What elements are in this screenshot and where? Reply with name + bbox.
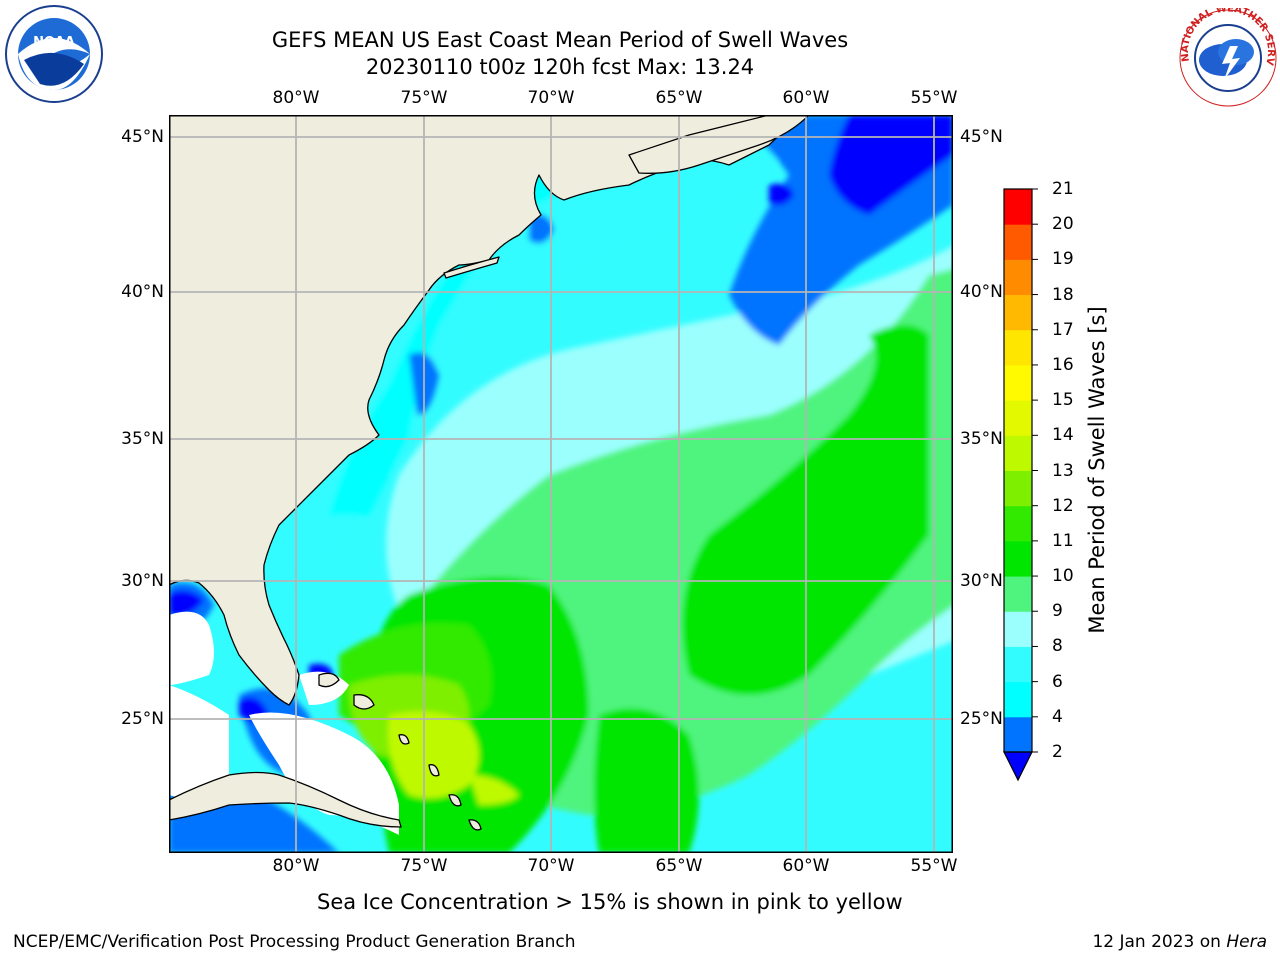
lon-label: 55°W [910, 88, 958, 108]
nws-logo: NATIONAL WEATHER SERVICE [1178, 8, 1277, 107]
lon-label: 60°W [782, 856, 830, 876]
chart-subtitle: 20230110 t00z 120h fcst Max: 13.24 [365, 55, 755, 79]
lat-label: 45°N [121, 127, 164, 147]
lon-label: 75°W [400, 88, 448, 108]
field-2-4s [529, 214, 554, 244]
colorbar-tick-label: 6 [1052, 671, 1063, 692]
lat-label: 35°N [960, 429, 1003, 449]
colorbar-tick-label: 16 [1052, 354, 1074, 375]
colorbar-tick-label: 2 [1052, 742, 1063, 762]
lat-label: 45°N [960, 127, 1003, 147]
field-10-11s [594, 708, 699, 853]
lat-label: 40°N [121, 282, 164, 302]
sea-ice-note: Sea Ice Concentration > 15% is shown in … [317, 890, 903, 914]
lat-label: 25°N [960, 709, 1003, 729]
colorbar-tick-label: 19 [1052, 249, 1074, 270]
colorbar-tick-label: 12 [1052, 495, 1074, 516]
coastline-long-island [443, 256, 500, 279]
colorbar-ticks [1032, 188, 1038, 753]
coastline-bahamas [428, 764, 440, 777]
footer-date-text: 12 Jan 2023 on [1092, 932, 1227, 952]
land [169, 115, 810, 831]
colorbar-tick-label: 18 [1052, 284, 1074, 305]
colorbar-band [1004, 646, 1032, 683]
colorbar-band [1004, 294, 1032, 331]
colorbar-tick-label: 20 [1052, 214, 1074, 235]
field-under-2s [829, 115, 953, 215]
coastline-bahamas [353, 694, 375, 710]
noaa-logo: NOAA [5, 5, 103, 103]
lon-label: 75°W [400, 856, 448, 876]
coastline-bahamas [448, 794, 462, 807]
lon-label: 65°W [655, 856, 703, 876]
colorbar-band [1004, 400, 1032, 436]
colorbar-band [1004, 681, 1032, 718]
colorbar-band [1004, 329, 1032, 366]
coastline-cuba [169, 771, 402, 828]
colorbar-tick-label: 10 [1052, 566, 1074, 587]
footer-host: Hera [1226, 932, 1267, 952]
coastline-nova-scotia [628, 115, 810, 174]
coastline-north-america [169, 115, 810, 706]
swell-period-map [169, 115, 953, 853]
lon-label: 70°W [527, 856, 575, 876]
footer-date: 12 Jan 2023 on Hera [1092, 932, 1267, 952]
colorbar-tick-label: 4 [1052, 706, 1063, 727]
colorbar-band [1004, 435, 1032, 471]
chart-title: GEFS MEAN US East Coast Mean Period of S… [271, 28, 849, 52]
field-under-2s [769, 183, 794, 206]
field-13-14s [388, 711, 479, 799]
coastline-bahamas [398, 734, 410, 745]
colorbar-band [1004, 224, 1032, 260]
colorbar-tick-label: 13 [1052, 460, 1074, 481]
colorbar-bands [1004, 189, 1032, 753]
colorbar-title: Mean Period of Swell Waves [s] [1085, 306, 1109, 634]
colorbar [1003, 188, 1038, 782]
colorbar-extend-under [1003, 751, 1033, 782]
footer-credit: NCEP/EMC/Verification Post Processing Pr… [13, 932, 576, 952]
colorbar-tick-label: 15 [1052, 390, 1074, 411]
lon-label: 80°W [272, 856, 320, 876]
coastline-bahamas [468, 819, 482, 831]
colorbar-tick-label: 9 [1052, 601, 1063, 622]
lat-label: 30°N [960, 571, 1003, 591]
field-under-2s [169, 590, 204, 616]
graticule [169, 115, 953, 853]
lat-label: 40°N [960, 282, 1003, 302]
coastline-bahamas [318, 672, 340, 688]
lon-label: 65°W [655, 88, 703, 108]
lat-label: 35°N [121, 429, 164, 449]
colorbar-band [1004, 364, 1032, 401]
colorbar-tick-label: 21 [1052, 179, 1074, 199]
colorbar-band [1004, 540, 1032, 577]
lon-label: 80°W [272, 88, 320, 108]
colorbar-tick-label: 17 [1052, 319, 1074, 340]
colorbar-band [1004, 189, 1032, 225]
no-data-areas [169, 611, 399, 835]
lat-label: 30°N [121, 571, 164, 591]
colorbar-tick-label: 14 [1052, 425, 1074, 446]
colorbar-band [1004, 505, 1032, 542]
lat-label: 25°N [121, 709, 164, 729]
colorbar-band [1004, 576, 1032, 612]
field-13-14s [469, 775, 519, 805]
colorbar-band [1004, 259, 1032, 296]
colorbar-tick-label: 11 [1052, 530, 1074, 551]
lon-label: 55°W [910, 856, 958, 876]
colorbar-band [1004, 611, 1032, 647]
colorbar-band [1004, 716, 1032, 753]
lon-label: 60°W [782, 88, 830, 108]
colorbar-band [1004, 470, 1032, 507]
lon-label: 70°W [527, 88, 575, 108]
noaa-logo-text: NOAA [33, 35, 75, 50]
colorbar-tick-label: 8 [1052, 636, 1063, 657]
